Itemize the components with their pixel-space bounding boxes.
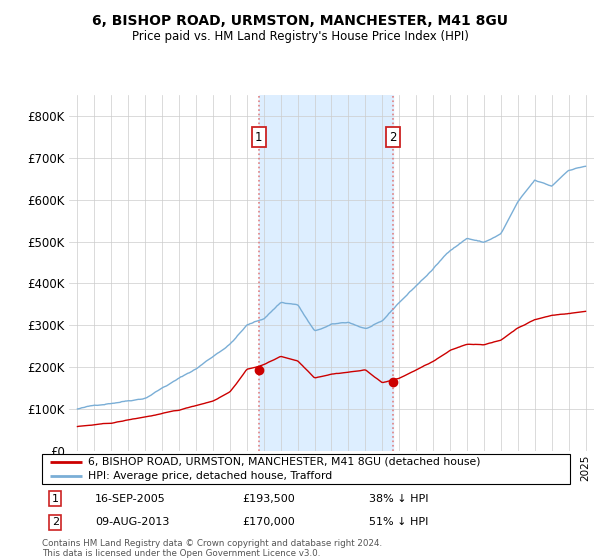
Text: HPI: Average price, detached house, Trafford: HPI: Average price, detached house, Traf… (88, 471, 333, 481)
Text: 6, BISHOP ROAD, URMSTON, MANCHESTER, M41 8GU (detached house): 6, BISHOP ROAD, URMSTON, MANCHESTER, M41… (88, 457, 481, 467)
Text: 1: 1 (255, 130, 263, 143)
Text: £193,500: £193,500 (242, 493, 295, 503)
Text: Price paid vs. HM Land Registry's House Price Index (HPI): Price paid vs. HM Land Registry's House … (131, 30, 469, 43)
Bar (259, 95, 392, 451)
Text: Contains HM Land Registry data © Crown copyright and database right 2024.
This d: Contains HM Land Registry data © Crown c… (42, 539, 382, 558)
Text: 2: 2 (389, 130, 397, 143)
Text: 2: 2 (52, 517, 59, 528)
FancyBboxPatch shape (42, 454, 570, 484)
Text: 38% ↓ HPI: 38% ↓ HPI (370, 493, 429, 503)
Text: 09-AUG-2013: 09-AUG-2013 (95, 517, 169, 528)
Text: 6, BISHOP ROAD, URMSTON, MANCHESTER, M41 8GU: 6, BISHOP ROAD, URMSTON, MANCHESTER, M41… (92, 14, 508, 28)
Text: £170,000: £170,000 (242, 517, 295, 528)
Text: 51% ↓ HPI: 51% ↓ HPI (370, 517, 429, 528)
Text: 16-SEP-2005: 16-SEP-2005 (95, 493, 166, 503)
Text: 1: 1 (52, 493, 59, 503)
